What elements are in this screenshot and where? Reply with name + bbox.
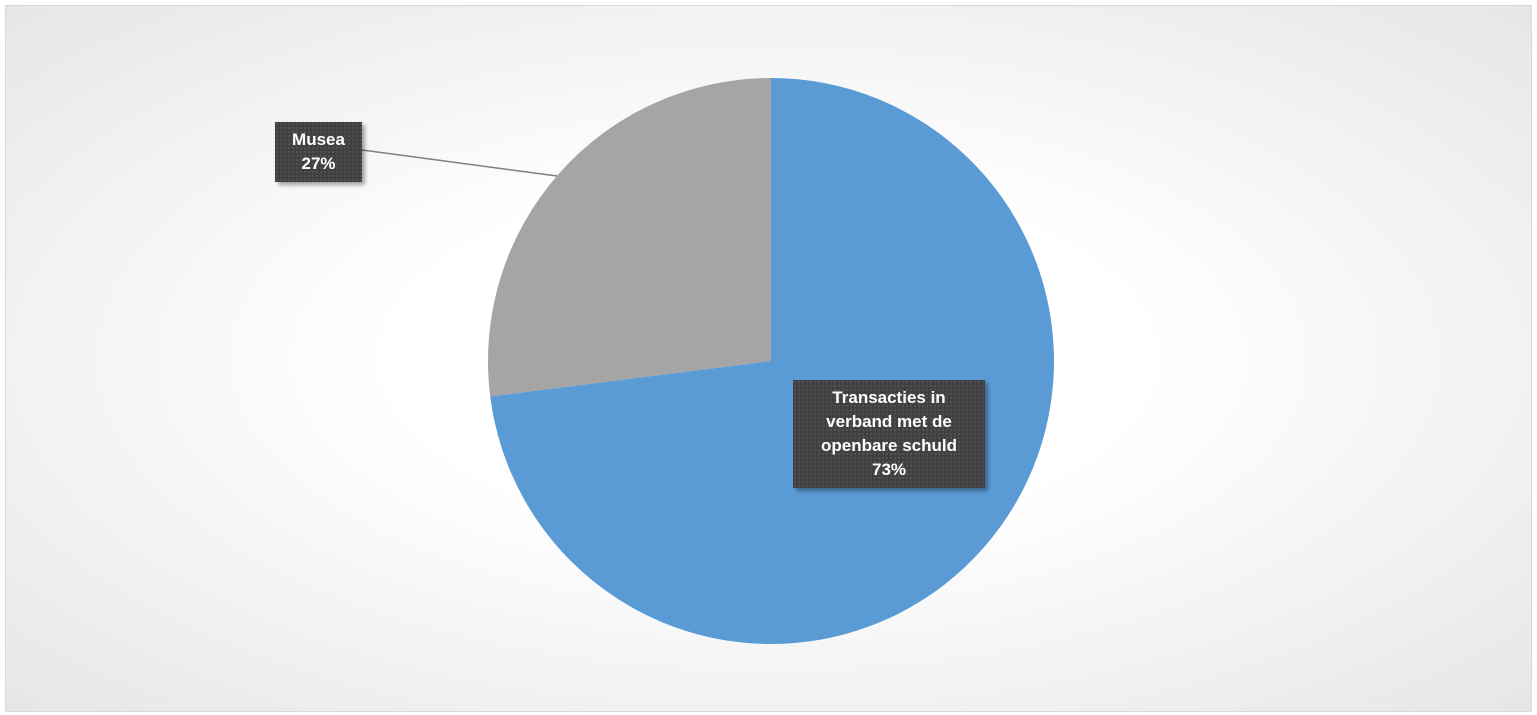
leader-line [361, 149, 558, 177]
data-label: Transacties in verband met de openbare s… [793, 380, 985, 488]
data-label: Musea 27% [275, 122, 362, 182]
slice [487, 78, 771, 397]
value-label: 73% [871, 460, 907, 479]
category-label: Transacties in verband met de openbare s… [820, 388, 958, 455]
slices [487, 78, 1055, 644]
category-label: Musea [292, 130, 345, 149]
slice [490, 78, 1055, 644]
value-label: 27% [301, 154, 336, 173]
